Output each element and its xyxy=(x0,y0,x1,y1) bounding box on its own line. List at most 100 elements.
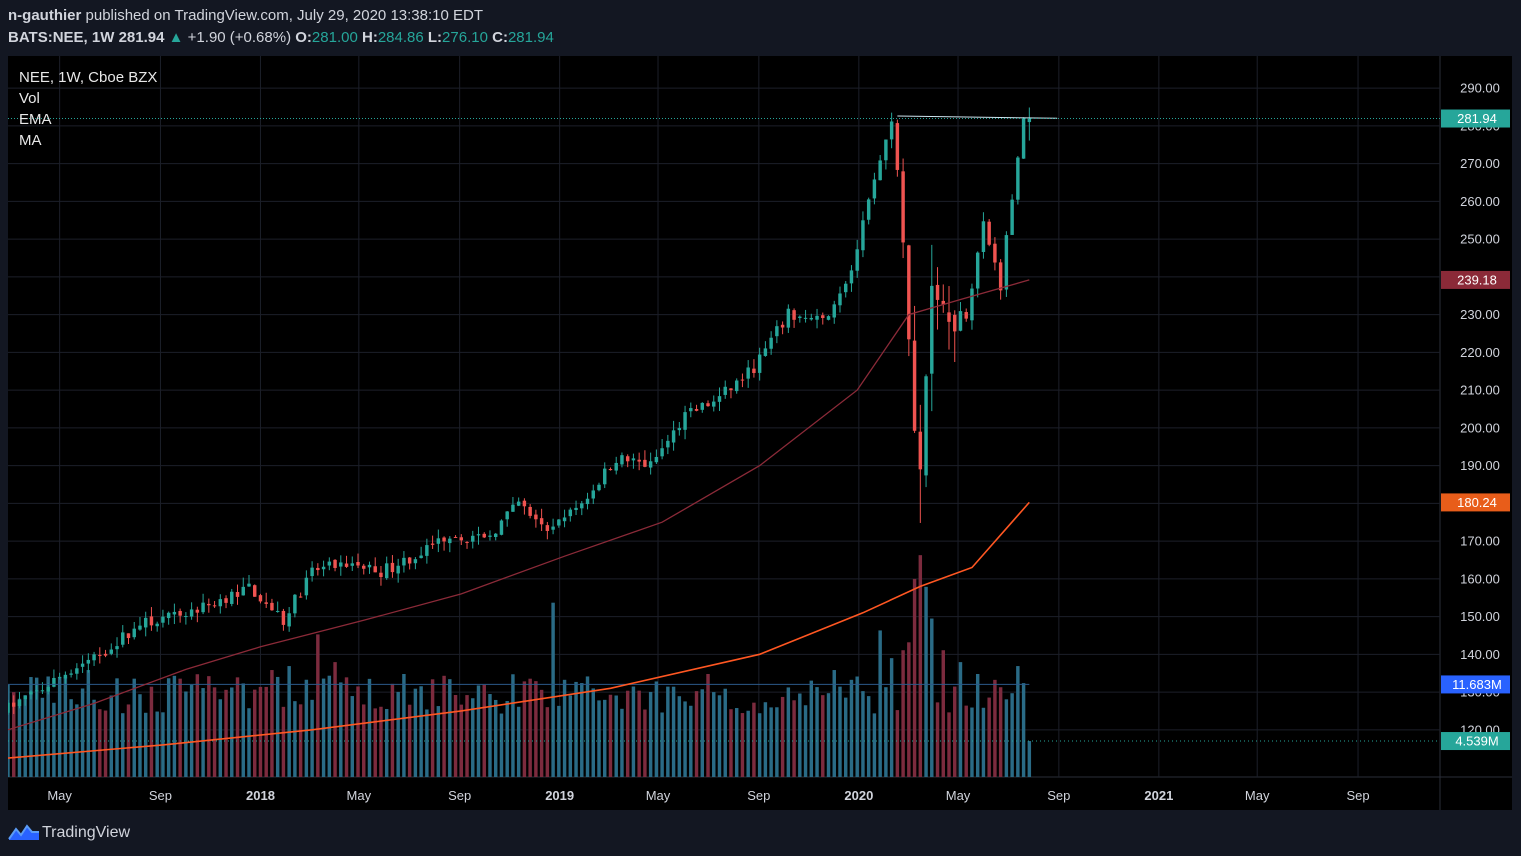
volume-bar[interactable] xyxy=(316,634,320,777)
candle-body[interactable] xyxy=(126,633,131,639)
candle-body[interactable] xyxy=(161,616,165,623)
candle-body[interactable] xyxy=(1004,235,1009,290)
volume-bar[interactable] xyxy=(362,704,366,777)
candle-body[interactable] xyxy=(516,501,521,506)
volume-bar[interactable] xyxy=(1016,666,1020,777)
legend-vol[interactable]: Vol xyxy=(19,90,40,107)
candle-body[interactable] xyxy=(861,220,865,251)
volume-bar[interactable] xyxy=(620,708,624,777)
volume-bar[interactable] xyxy=(562,679,567,777)
candle-body[interactable] xyxy=(362,565,366,569)
volume-bar[interactable] xyxy=(40,697,45,777)
candle-body[interactable] xyxy=(40,690,45,692)
volume-bar[interactable] xyxy=(12,692,16,777)
candle-body[interactable] xyxy=(912,340,917,431)
price-chart[interactable]: 290.00280.00270.00260.00250.00240.00230.… xyxy=(8,56,1512,810)
volume-bar[interactable] xyxy=(69,699,73,777)
candle-body[interactable] xyxy=(493,533,498,537)
volume-bar[interactable] xyxy=(603,699,607,777)
candle-body[interactable] xyxy=(155,623,159,627)
volume-bar[interactable] xyxy=(574,681,578,777)
candle-body[interactable] xyxy=(769,337,773,349)
volume-bar[interactable] xyxy=(281,706,286,777)
volume-bar[interactable] xyxy=(52,702,56,777)
candle-body[interactable] xyxy=(34,690,39,692)
volume-bar[interactable] xyxy=(545,707,550,777)
volume-bar[interactable] xyxy=(522,681,527,777)
candle-body[interactable] xyxy=(958,311,963,331)
volume-bar[interactable] xyxy=(872,713,877,777)
candle-body[interactable] xyxy=(671,430,676,443)
candle-body[interactable] xyxy=(344,563,349,567)
volume-bar[interactable] xyxy=(987,697,991,777)
volume-bar[interactable] xyxy=(327,675,332,777)
candle-body[interactable] xyxy=(407,557,412,564)
legend-title[interactable]: NEE, 1W, Cboe BZX xyxy=(19,69,158,86)
volume-bar[interactable] xyxy=(689,705,693,777)
candle-body[interactable] xyxy=(603,468,607,485)
candle-body[interactable] xyxy=(241,586,245,596)
volume-bar[interactable] xyxy=(769,707,773,777)
candle-body[interactable] xyxy=(103,653,108,656)
candle-body[interactable] xyxy=(459,537,464,541)
volume-bar[interactable] xyxy=(901,650,905,777)
volume-bar[interactable] xyxy=(270,670,274,777)
candle-body[interactable] xyxy=(121,632,125,645)
volume-bar[interactable] xyxy=(166,678,171,777)
candle-body[interactable] xyxy=(534,514,538,520)
volume-bar[interactable] xyxy=(505,701,509,777)
volume-bar[interactable] xyxy=(258,686,263,777)
volume-bar[interactable] xyxy=(907,642,911,777)
candle-body[interactable] xyxy=(746,367,750,379)
candle-body[interactable] xyxy=(453,536,458,538)
volume-bar[interactable] xyxy=(568,695,573,777)
candle-body[interactable] xyxy=(930,285,934,374)
candle-body[interactable] xyxy=(356,561,360,566)
candle-body[interactable] xyxy=(304,577,309,596)
volume-bar[interactable] xyxy=(539,689,544,777)
volume-bar[interactable] xyxy=(780,696,785,777)
candle-body[interactable] xyxy=(643,459,647,467)
volume-bar[interactable] xyxy=(407,704,412,777)
candle-body[interactable] xyxy=(166,612,171,619)
volume-bar[interactable] xyxy=(683,701,687,777)
candle-body[interactable] xyxy=(975,252,980,289)
candle-body[interactable] xyxy=(539,518,544,525)
volume-bar[interactable] xyxy=(86,670,91,777)
candle-body[interactable] xyxy=(568,509,573,517)
volume-bar[interactable] xyxy=(998,687,1003,777)
volume-bar[interactable] xyxy=(132,678,136,777)
candle-body[interactable] xyxy=(522,500,527,507)
volume-bar[interactable] xyxy=(786,687,791,777)
candle-body[interactable] xyxy=(442,537,446,542)
tradingview-brand[interactable]: TradingView xyxy=(8,822,130,844)
candle-body[interactable] xyxy=(316,567,320,571)
volume-bar[interactable] xyxy=(241,683,245,777)
volume-bar[interactable] xyxy=(482,684,486,777)
volume-bar[interactable] xyxy=(264,686,268,777)
volume-bar[interactable] xyxy=(941,650,945,777)
volume-bar[interactable] xyxy=(172,675,177,777)
volume-bar[interactable] xyxy=(23,695,27,777)
candle-body[interactable] xyxy=(551,526,555,530)
candle-body[interactable] xyxy=(488,535,492,537)
candle-body[interactable] xyxy=(620,455,624,465)
volume-bar[interactable] xyxy=(981,707,986,777)
candle-body[interactable] xyxy=(75,668,79,674)
volume-bar[interactable] xyxy=(448,679,452,777)
volume-bar[interactable] xyxy=(149,686,154,777)
candle-body[interactable] xyxy=(821,315,825,319)
volume-bar[interactable] xyxy=(844,697,848,777)
candle-body[interactable] xyxy=(98,654,102,656)
volume-bar[interactable] xyxy=(591,688,595,777)
volume-bar[interactable] xyxy=(436,706,441,777)
volume-bar[interactable] xyxy=(396,691,400,777)
volume-bar[interactable] xyxy=(293,701,297,777)
candle-body[interactable] xyxy=(585,498,590,505)
volume-bar[interactable] xyxy=(953,686,957,777)
volume-bar[interactable] xyxy=(511,674,515,777)
volume-bar[interactable] xyxy=(235,677,240,777)
candle-body[interactable] xyxy=(115,646,119,650)
candle-body[interactable] xyxy=(436,538,441,544)
volume-bar[interactable] xyxy=(367,678,372,777)
